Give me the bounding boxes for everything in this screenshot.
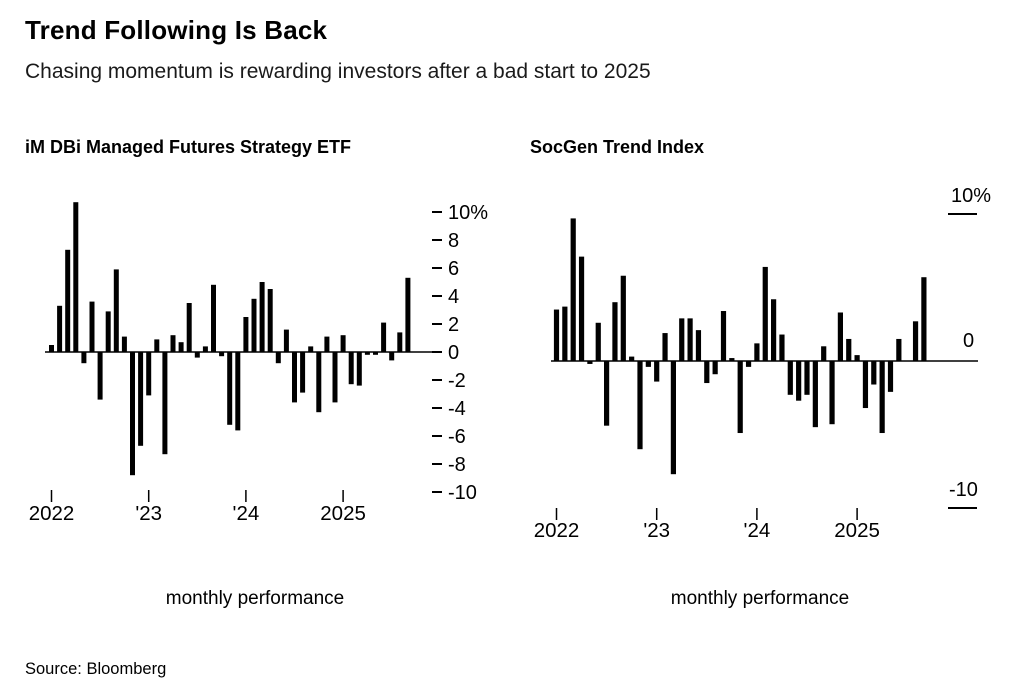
page-subtitle: Chasing momentum is rewarding investors …	[25, 60, 651, 83]
svg-text:0: 0	[963, 330, 974, 352]
svg-text:2022: 2022	[534, 519, 580, 542]
svg-text:8: 8	[448, 230, 459, 252]
left-chart-title: iM DBi Managed Futures Strategy ETF	[25, 137, 352, 157]
svg-text:2025: 2025	[834, 519, 880, 542]
svg-text:-10: -10	[448, 482, 477, 504]
svg-text:-6: -6	[448, 426, 466, 448]
svg-text:'24: '24	[744, 519, 771, 542]
svg-text:-10: -10	[949, 479, 978, 501]
svg-text:10%: 10%	[951, 185, 991, 207]
right-chart-title: SocGen Trend Index	[530, 137, 705, 157]
svg-text:-2: -2	[448, 370, 466, 392]
svg-text:'24: '24	[233, 502, 260, 525]
svg-text:4: 4	[448, 286, 459, 308]
right-chart-xlabel: monthly performance	[670, 588, 850, 609]
svg-text:2025: 2025	[320, 502, 366, 525]
svg-text:2022: 2022	[29, 502, 75, 525]
svg-text:10%: 10%	[448, 202, 488, 224]
left-chart-bars: 10% 8 6 4 2 0 -2 -4 -6 -8 -10 2022 '23 '24 2025	[29, 202, 489, 525]
svg-text:-4: -4	[448, 398, 466, 420]
svg-text:'23: '23	[643, 519, 670, 542]
svg-text:-8: -8	[448, 454, 466, 476]
source-note: Source: Bloomberg	[25, 660, 167, 678]
svg-text:0: 0	[448, 342, 459, 364]
svg-text:2: 2	[448, 314, 459, 336]
page-title: Trend Following Is Back	[25, 15, 328, 45]
right-chart-bars: 10% 0 -10 2022 '23 '24 2025	[534, 185, 992, 542]
left-chart-xlabel: monthly performance	[165, 588, 345, 609]
svg-text:6: 6	[448, 258, 459, 280]
svg-text:'23: '23	[135, 502, 162, 525]
